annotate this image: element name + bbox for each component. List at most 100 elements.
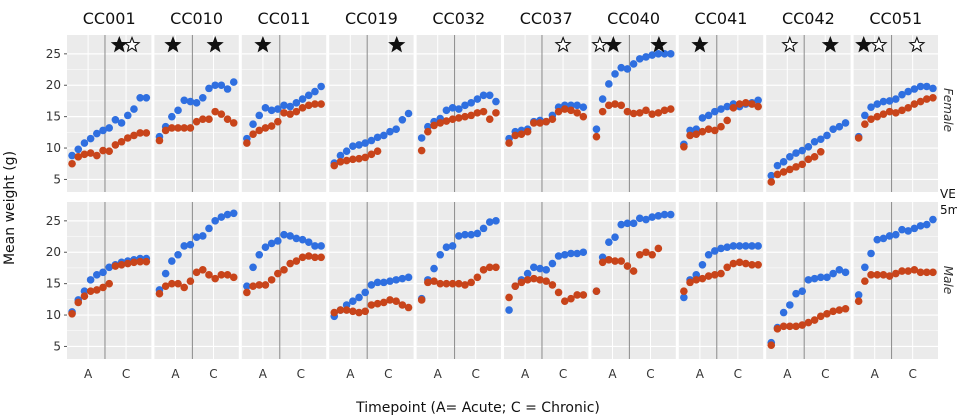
data-point-red-CC001-female <box>142 129 151 137</box>
data-point-blue-CC051-male <box>916 222 925 230</box>
data-point-blue-CC051-female <box>898 90 906 99</box>
data-point-red-CC001-female <box>80 150 89 159</box>
data-point-blue-CC041-male <box>698 261 707 269</box>
data-point-blue-CC051-male <box>910 224 919 233</box>
data-point-blue-CC001-male <box>99 268 107 277</box>
data-point-red-CC042-female <box>816 148 825 156</box>
data-point-blue-CC040-female <box>592 125 601 133</box>
data-point-red-CC010-male <box>211 274 219 283</box>
row-strip-female: Female <box>941 88 955 132</box>
data-point-blue-CC010-female <box>180 96 189 105</box>
data-point-red-CC010-male <box>180 283 189 292</box>
data-point-red-CC041-male <box>686 278 694 287</box>
data-point-blue-CC042-male <box>804 276 813 284</box>
data-point-blue-CC042-male <box>829 269 837 278</box>
data-point-blue-CC051-male <box>867 249 875 258</box>
data-point-blue-CC041-male <box>680 293 688 302</box>
data-point-red-CC001-male <box>68 309 76 318</box>
x-tick-label: C <box>646 367 654 381</box>
panel-bg-CC011-male <box>241 202 327 359</box>
data-point-blue-CC032-female <box>473 95 482 103</box>
data-point-red-CC011-male <box>249 282 257 290</box>
data-point-blue-CC040-male <box>617 220 626 229</box>
data-point-red-CC001-male <box>74 298 83 307</box>
data-point-red-CC010-female <box>161 126 170 135</box>
significance-star-open <box>908 35 926 53</box>
panel-title-CC001: CC001 <box>83 9 136 28</box>
data-point-blue-CC010-female <box>198 94 207 102</box>
data-point-blue-CC032-male <box>436 250 445 259</box>
data-point-blue-CC042-female <box>810 137 819 146</box>
data-point-blue-CC037-male <box>579 248 588 257</box>
data-point-blue-CC051-female <box>873 100 882 108</box>
data-point-red-CC010-female <box>192 117 201 126</box>
data-point-red-CC032-female <box>461 112 469 121</box>
data-point-blue-CC042-male <box>823 273 831 282</box>
data-point-red-CC041-male <box>698 274 707 283</box>
data-point-red-CC042-female <box>810 153 819 161</box>
y-tick-label: 20 <box>46 245 61 259</box>
data-point-blue-CC042-female <box>779 158 788 166</box>
panel-title-CC042: CC042 <box>782 9 835 28</box>
data-point-red-CC011-female <box>311 100 319 108</box>
data-point-blue-CC032-female <box>467 99 475 107</box>
data-point-red-CC041-female <box>748 100 756 108</box>
data-point-red-CC041-female <box>723 116 731 125</box>
data-point-red-CC041-female <box>686 131 694 140</box>
data-point-blue-CC011-male <box>304 238 313 246</box>
data-point-blue-CC010-male <box>192 233 201 241</box>
data-point-blue-CC010-female <box>174 106 182 115</box>
data-point-blue-CC011-female <box>267 106 276 115</box>
data-point-blue-CC032-female <box>417 134 426 142</box>
data-point-red-CC011-female <box>292 107 301 116</box>
data-point-blue-CC041-female <box>723 102 731 111</box>
data-point-red-CC019-female <box>336 158 345 166</box>
data-point-red-CC040-female <box>605 101 613 110</box>
data-point-blue-CC032-male <box>442 243 451 252</box>
panel-title-CC010: CC010 <box>170 9 223 28</box>
data-point-red-CC032-female <box>485 115 494 123</box>
data-point-red-CC037-male <box>511 282 520 290</box>
data-point-blue-CC037-male <box>505 306 513 314</box>
data-point-red-CC042-female <box>779 168 788 176</box>
data-point-red-CC019-female <box>342 156 351 165</box>
data-point-blue-CC040-female <box>629 60 638 68</box>
data-point-red-CC032-female <box>430 121 438 130</box>
data-point-blue-CC010-male <box>186 240 195 249</box>
significance-star-filled <box>254 35 272 53</box>
data-point-red-CC032-female <box>492 109 500 117</box>
data-point-blue-CC032-male <box>448 242 457 250</box>
data-point-red-CC037-female <box>530 119 538 127</box>
data-point-red-CC051-male <box>879 271 888 279</box>
data-point-blue-CC019-male <box>355 293 363 302</box>
data-point-blue-CC010-female <box>168 112 176 121</box>
data-point-red-CC040-male <box>598 258 607 267</box>
data-point-red-CC019-male <box>330 308 339 317</box>
data-point-blue-CC051-female <box>861 111 869 120</box>
data-point-red-CC032-female <box>467 111 475 120</box>
data-point-blue-CC042-female <box>816 135 825 144</box>
data-point-red-CC051-female <box>898 106 906 115</box>
data-point-red-CC037-male <box>567 294 575 303</box>
data-point-blue-CC019-female <box>342 147 351 155</box>
data-point-blue-CC010-male <box>229 209 238 218</box>
side-note-line-2: 5m <box>940 203 957 217</box>
x-tick-label: A <box>434 367 443 381</box>
data-point-red-CC011-female <box>317 100 325 108</box>
data-point-red-CC037-female <box>505 139 513 147</box>
data-point-red-CC042-male <box>767 341 776 349</box>
data-point-red-CC041-female <box>698 127 707 136</box>
data-point-blue-CC001-female <box>117 119 126 127</box>
data-point-blue-CC040-male <box>623 219 632 228</box>
data-point-red-CC001-female <box>123 134 132 142</box>
data-point-red-CC051-male <box>898 267 906 275</box>
data-point-red-CC011-female <box>286 110 294 118</box>
data-point-red-CC001-female <box>105 147 113 155</box>
data-point-blue-CC040-female <box>598 95 607 103</box>
data-point-blue-CC019-male <box>379 278 388 287</box>
data-point-blue-CC010-male <box>198 232 207 240</box>
data-point-red-CC041-female <box>754 102 762 111</box>
data-point-blue-CC042-male <box>841 268 850 277</box>
data-point-red-CC001-male <box>117 261 126 269</box>
data-point-blue-CC051-male <box>929 215 937 224</box>
